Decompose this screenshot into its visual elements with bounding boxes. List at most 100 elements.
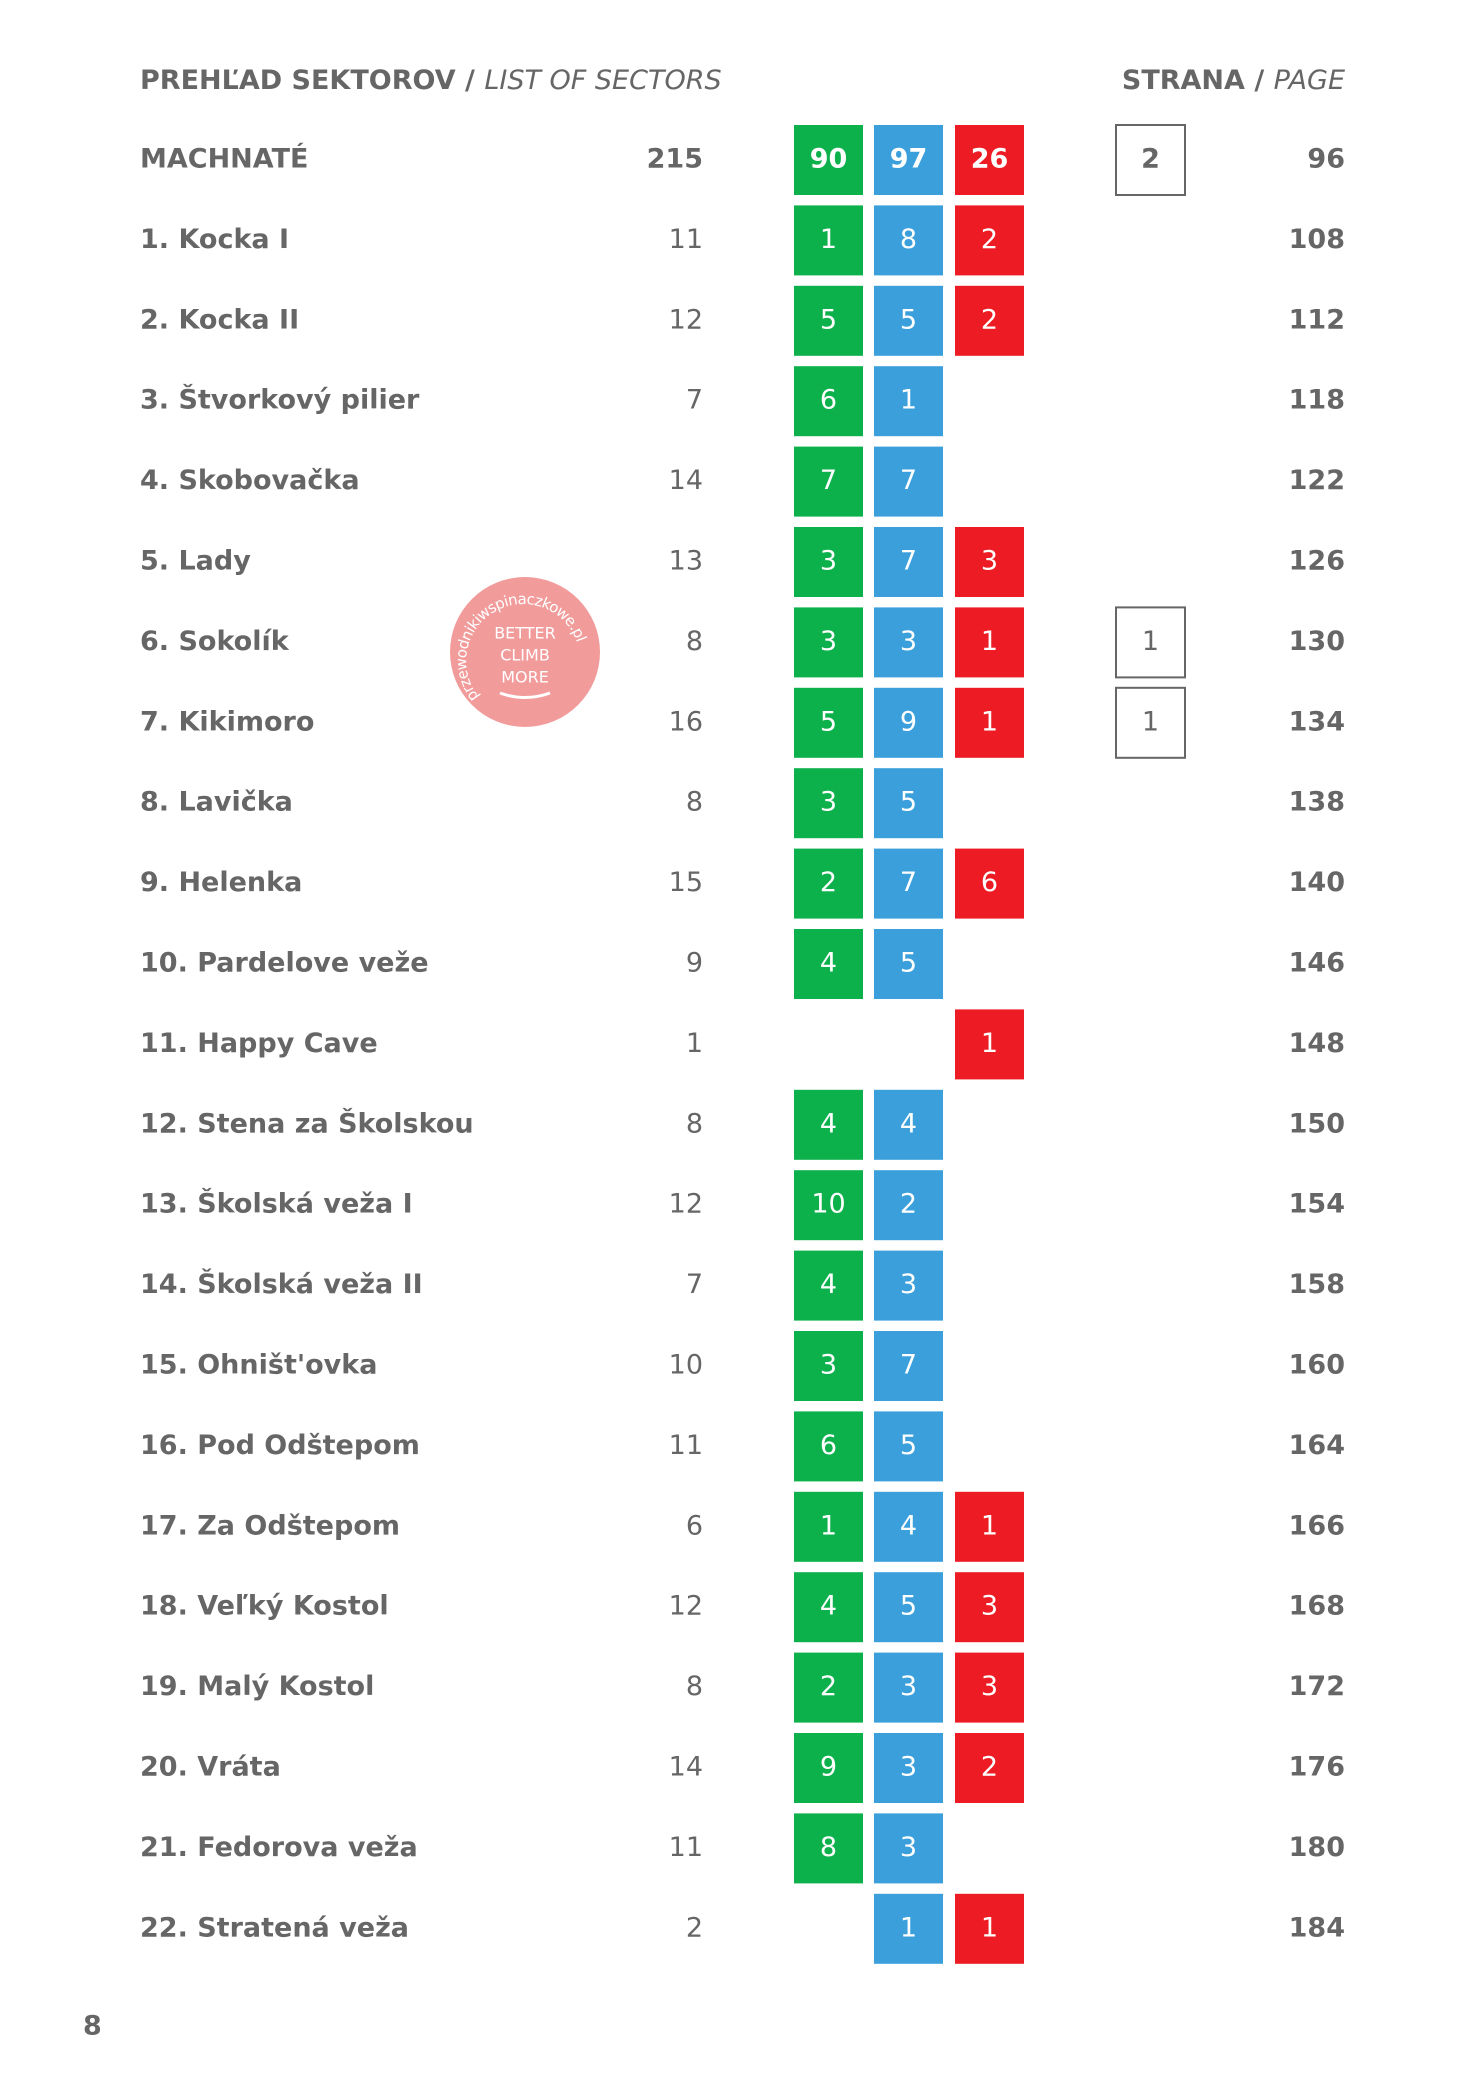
sector-name: 5. Lady xyxy=(140,546,251,577)
blue-cell xyxy=(874,1170,943,1241)
page-ref: 158 xyxy=(1289,1269,1345,1300)
sector-name: 4. Skobovačka xyxy=(140,465,360,496)
sector-name: 21. Fedorova veža xyxy=(140,1832,418,1863)
stamp-line: MORE xyxy=(501,668,549,687)
blue-cell xyxy=(874,1089,943,1160)
blue-count: 3 xyxy=(900,1832,917,1863)
green-cell xyxy=(794,446,863,517)
green-count: 4 xyxy=(820,1591,837,1622)
separator: / xyxy=(465,65,475,96)
stamp-circle xyxy=(450,577,600,727)
route-count: 12 xyxy=(669,1591,703,1622)
page-ref: 166 xyxy=(1289,1510,1345,1541)
sector-name: 2. Kocka II xyxy=(140,304,299,335)
route-count: 8 xyxy=(686,787,703,818)
page-ref: 180 xyxy=(1289,1832,1345,1863)
route-count: 14 xyxy=(669,1752,703,1783)
red-cell xyxy=(955,687,1024,758)
page-ref: 160 xyxy=(1289,1350,1345,1381)
red-count: 1 xyxy=(981,706,998,737)
green-count: 4 xyxy=(820,948,837,979)
red-count: 2 xyxy=(981,304,998,335)
blue-cell xyxy=(874,1813,943,1884)
route-count: 15 xyxy=(669,867,703,898)
green-cell xyxy=(794,848,863,919)
sector-name: 18. Veľký Kostol xyxy=(140,1591,389,1622)
green-cell xyxy=(794,1331,863,1401)
route-count: 7 xyxy=(686,385,703,416)
green-cell xyxy=(794,1411,863,1482)
green-cell xyxy=(794,1170,863,1241)
box-cell xyxy=(1115,606,1186,679)
blue-cell xyxy=(874,687,943,758)
blue-cell xyxy=(874,1411,943,1482)
sector-name: 1. Kocka I xyxy=(140,224,289,255)
blue-count: 5 xyxy=(900,948,917,979)
green-cell xyxy=(794,205,863,276)
route-count: 7 xyxy=(686,1269,703,1300)
box-count: 1 xyxy=(1142,706,1159,737)
sector-name: 20. Vráta xyxy=(140,1752,281,1783)
green-count: 5 xyxy=(820,706,837,737)
page-ref: 146 xyxy=(1289,948,1345,979)
red-count: 3 xyxy=(981,546,998,577)
green-count: 1 xyxy=(820,224,837,255)
header-title: PREHĽAD SEKTOROV xyxy=(140,65,456,96)
red-count: 2 xyxy=(981,224,998,255)
green-cell xyxy=(794,1572,863,1643)
green-count: 1 xyxy=(820,1510,837,1541)
green-count: 3 xyxy=(820,626,837,657)
route-count: 9 xyxy=(686,948,703,979)
blue-count: 7 xyxy=(900,867,917,898)
page-number: 8 xyxy=(83,2011,102,2042)
blue-count: 5 xyxy=(900,304,917,335)
green-count: 7 xyxy=(820,465,837,496)
blue-count: 3 xyxy=(900,1752,917,1783)
sector-name: 22. Stratená veža xyxy=(140,1912,409,1943)
blue-count: 3 xyxy=(900,626,917,657)
table: MACHNATÉ 215 90 97 26 2 961. Kocka I 11 1 8 2 1082.… xyxy=(140,124,1345,1964)
green-count: 4 xyxy=(820,1108,837,1139)
page-ref: 154 xyxy=(1289,1189,1345,1220)
blue-count: 2 xyxy=(900,1189,917,1220)
red-cell xyxy=(955,848,1024,919)
green-cell xyxy=(794,366,863,437)
page-ref: 184 xyxy=(1289,1912,1345,1943)
red-count: 2 xyxy=(981,1752,998,1783)
blue-cell xyxy=(874,1652,943,1723)
route-count: 8 xyxy=(686,626,703,657)
green-count: 2 xyxy=(820,867,837,898)
route-count: 1 xyxy=(686,1028,703,1059)
route-count: 8 xyxy=(686,1671,703,1702)
blue-cell xyxy=(874,607,943,678)
page-ref: 130 xyxy=(1289,626,1345,657)
route-count: 8 xyxy=(686,1108,703,1139)
route-count: 14 xyxy=(669,465,703,496)
stamp-line: BETTER xyxy=(494,624,556,643)
green-count: 3 xyxy=(820,787,837,818)
green-count: 4 xyxy=(820,1269,837,1300)
green-cell xyxy=(794,1733,863,1803)
sector-name: MACHNATÉ xyxy=(140,143,308,175)
red-cell xyxy=(955,1009,1024,1080)
page-ref: 172 xyxy=(1289,1671,1345,1702)
blue-count: 4 xyxy=(900,1510,917,1541)
route-count: 11 xyxy=(669,1430,703,1461)
red-cell xyxy=(955,1652,1024,1723)
header-left: PREHĽAD SEKTOROV / LIST OF SECTORS xyxy=(140,65,722,96)
red-count: 1 xyxy=(981,1028,998,1059)
route-count: 6 xyxy=(686,1510,703,1541)
green-cell xyxy=(794,1813,863,1884)
green-cell xyxy=(794,768,863,839)
blue-cell xyxy=(874,1733,943,1803)
page-ref: 138 xyxy=(1289,787,1345,818)
green-count: 6 xyxy=(820,385,837,416)
blue-cell xyxy=(874,929,943,999)
stamp-line: CLIMB xyxy=(500,646,550,665)
red-cell xyxy=(955,205,1024,276)
header-subtitle: PAGE xyxy=(1274,65,1345,96)
sector-name: 10. Pardelove veže xyxy=(140,948,429,979)
route-count: 11 xyxy=(669,224,703,255)
blue-count: 3 xyxy=(900,1269,917,1300)
